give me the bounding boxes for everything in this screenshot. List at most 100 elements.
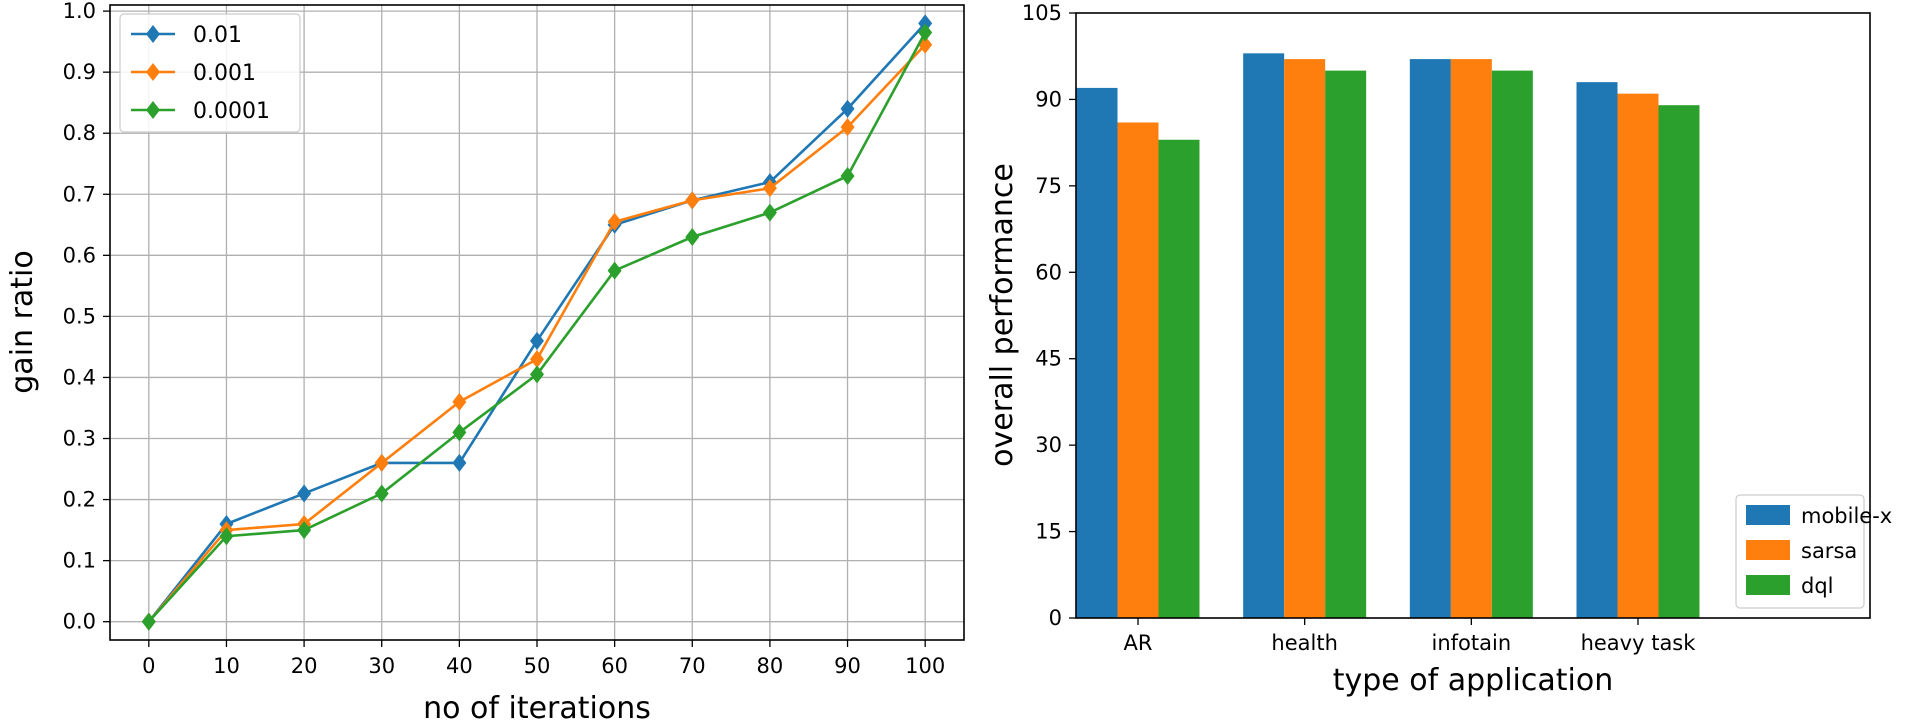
grid-lines [110,5,964,640]
data-point [297,484,312,503]
data-point [141,612,156,631]
data-point [530,350,544,369]
bar [1450,59,1492,619]
data-point [374,484,389,503]
legend-box [119,13,301,133]
y-tick-label: 0 [1049,606,1062,630]
x-tick-label: AR [1124,631,1153,655]
data-point [607,261,622,280]
x-tick-label: 100 [905,654,945,678]
x-tick-label: 80 [757,654,784,678]
y-tick-label: 45 [1035,347,1062,371]
data-point [762,179,777,198]
y-tick-label: 0.1 [63,549,96,573]
series-0.0001 [141,23,933,631]
y-tick-label: 60 [1035,260,1062,284]
plot-frame [109,4,965,641]
bar [1576,82,1618,618]
plot-frame [1075,12,1871,619]
y-tick-label: 0.9 [63,60,96,84]
x-tick-label: 90 [834,654,861,678]
bar [1617,93,1659,618]
x-tick-label: health [1271,631,1337,655]
x-tick-label: heavy task [1581,631,1697,655]
y-axis-label: gain ratio [5,250,40,393]
data-point [840,99,855,118]
data-point [452,453,467,472]
x-tick-label: 30 [368,654,395,678]
data-point [530,331,544,350]
y-axis-label-rotated: overall performance [985,163,1020,467]
y-tick-label: 1.0 [63,0,96,23]
data-point [840,166,855,185]
y-tick-label: 15 [1035,520,1062,544]
legend-label: 0.001 [193,61,256,86]
x-tick-label: 20 [291,654,318,678]
performance-bar-chart: AR health infotain heavy task 0 15 30 45 60 75 90 1… [985,1,1892,698]
y-tick-label: 0.0 [63,610,96,634]
bar [1243,53,1285,619]
bar [1409,59,1451,619]
legend-swatch [1746,575,1790,595]
bar [1076,87,1118,618]
y-tick-label: 0.2 [63,488,96,512]
data-point [530,365,544,384]
y-tick-label: 30 [1035,433,1062,457]
x-tick-label: 50 [524,654,551,678]
data-point [918,23,933,42]
legend-marker [146,101,160,119]
x-tick-label: infotain [1432,631,1512,655]
y-tick-label: 105 [1022,1,1062,25]
x-tick-label: 70 [679,654,706,678]
bars [1076,53,1700,619]
y-tick-label: 0.3 [63,427,96,451]
legend-marker [146,25,160,43]
y-tick-label: 75 [1035,174,1062,198]
x-tick-label: 40 [446,654,473,678]
data-point [685,228,700,247]
bar [1325,70,1367,619]
data-point [918,14,933,33]
data-point [685,191,700,210]
bar [1658,105,1700,618]
legend-swatch [1746,505,1790,525]
data-point [452,423,467,442]
data-point [762,203,777,222]
x-tick-label: 10 [213,654,240,678]
series-mobile-x [1076,53,1618,619]
data-point [840,118,855,137]
legend: mobile-x sarsa dql [1735,494,1892,609]
bar [1117,122,1159,618]
bar [1158,139,1200,618]
data-point [452,392,467,411]
y-tick-label: 0.5 [63,304,96,328]
line-series [141,14,933,631]
x-axis-label: type of application [1333,663,1614,698]
legend: 0.01 0.001 0.0001 [119,13,301,133]
data-point [374,453,389,472]
legend-label: sarsa [1801,539,1857,563]
y-tick-label: 0.4 [63,365,96,389]
x-tick-label: 0 [142,654,155,678]
series-sarsa [1117,59,1659,619]
bar [1491,70,1533,619]
legend-label: mobile-x [1801,504,1892,528]
y-tick-label: 0.6 [63,243,96,267]
legend-label: 0.01 [193,23,242,48]
x-tick-label: 60 [601,654,628,678]
data-point [219,527,234,546]
x-axis-label: no of iterations [423,691,651,725]
series-dql [1158,70,1700,619]
y-tick-label: 0.8 [63,121,96,145]
legend-swatch [1746,540,1790,560]
y-tick-label: 90 [1035,87,1062,111]
gain-ratio-line-chart: 0 10 20 30 40 50 60 70 80 90 100 0.0 0.1 0.2 0.3 0.4 0.5… [5,0,965,725]
bar [1284,59,1326,619]
tick-labels: 0 10 20 30 40 50 60 70 80 90 100 0.0 0.1 0.2 0.3 0.4 0.5… [63,0,946,678]
y-tick-label: 0.7 [63,182,96,206]
legend-label: 0.0001 [193,99,270,124]
legend-label: dql [1801,574,1834,598]
tick-labels: AR health infotain heavy task 0 15 30 45 60 75 90 1… [1022,1,1696,655]
data-point [607,212,622,231]
legend-marker [146,63,160,81]
